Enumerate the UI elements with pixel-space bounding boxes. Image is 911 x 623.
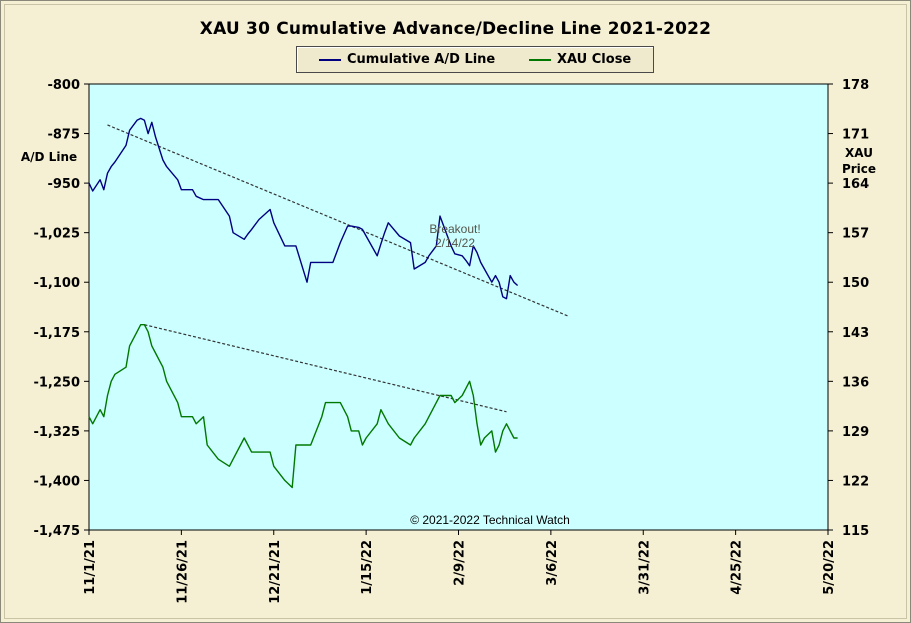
y-right-tick-label: 164 bbox=[842, 177, 869, 192]
chart-legend: Cumulative A/D Line XAU Close bbox=[296, 46, 654, 73]
y-left-tick-label: -1,325 bbox=[33, 425, 80, 440]
legend-swatch-xau-close bbox=[529, 59, 551, 61]
y-right-tick-label: 178 bbox=[842, 78, 869, 93]
y-right-axis-title: Price bbox=[842, 162, 876, 176]
y-left-tick-label: -1,250 bbox=[33, 375, 80, 390]
chart-credit: © 2021-2022 Technical Watch bbox=[410, 513, 570, 527]
y-left-tick-label: -875 bbox=[47, 128, 80, 143]
y-right-tick-label: 122 bbox=[842, 474, 869, 489]
x-tick-label: 1/15/22 bbox=[360, 540, 375, 595]
y-left-axis-title: A/D Line bbox=[21, 150, 77, 164]
y-left-tick-label: -800 bbox=[47, 78, 80, 93]
x-tick-label: 3/6/22 bbox=[545, 540, 560, 586]
legend-swatch-ad-line bbox=[319, 59, 341, 61]
y-right-tick-label: 150 bbox=[842, 276, 869, 291]
y-right-tick-label: 143 bbox=[842, 326, 869, 341]
x-tick-label: 2/9/22 bbox=[453, 540, 468, 586]
y-left-tick-label: -1,100 bbox=[33, 276, 80, 291]
chart-frame-inner bbox=[4, 4, 907, 619]
y-right-tick-label: 136 bbox=[842, 375, 869, 390]
y-right-tick-label: 171 bbox=[842, 128, 869, 143]
annotation-breakout-date: 2/14/22 bbox=[435, 236, 475, 250]
y-right-tick-label: 129 bbox=[842, 425, 869, 440]
y-left-tick-label: -1,475 bbox=[33, 524, 80, 539]
y-left-tick-label: -1,400 bbox=[33, 474, 80, 489]
x-tick-label: 4/25/22 bbox=[730, 540, 745, 595]
x-tick-label: 5/20/22 bbox=[822, 540, 837, 595]
trendline bbox=[107, 124, 570, 318]
y-right-tick-label: 115 bbox=[842, 524, 869, 539]
y-right-axis-title: XAU bbox=[845, 146, 873, 160]
x-tick-label: 3/31/22 bbox=[637, 540, 652, 595]
y-right-tick-label: 157 bbox=[842, 227, 869, 242]
trendline bbox=[144, 324, 507, 413]
x-tick-label: 11/1/21 bbox=[83, 540, 98, 595]
plot-area bbox=[88, 83, 829, 531]
x-tick-label: 11/26/21 bbox=[175, 540, 190, 604]
y-left-tick-label: -1,025 bbox=[33, 227, 80, 242]
annotation-breakout-title: Breakout! bbox=[429, 222, 480, 236]
legend-label-ad-line: Cumulative A/D Line bbox=[347, 52, 496, 67]
series-line-ad bbox=[88, 117, 519, 300]
chart-title: XAU 30 Cumulative Advance/Decline Line 2… bbox=[199, 19, 712, 39]
y-left-tick-label: -950 bbox=[47, 177, 80, 192]
series-line-xau bbox=[88, 324, 518, 489]
y-left-tick-label: -1,175 bbox=[33, 326, 80, 341]
legend-label-xau-close: XAU Close bbox=[557, 52, 632, 67]
x-tick-label: 12/21/21 bbox=[268, 540, 283, 604]
